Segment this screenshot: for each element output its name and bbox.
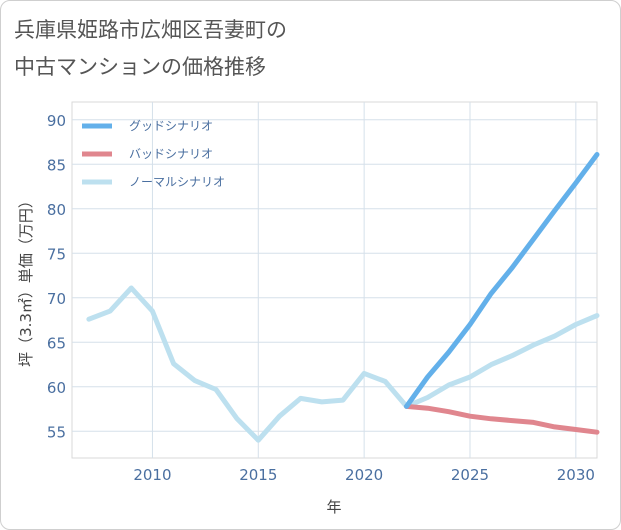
y-tick-label: 80 (47, 201, 66, 219)
y-tick-label: 75 (47, 245, 66, 263)
x-axis-ticks: 2010 2015 2020 2025 2030 (133, 466, 595, 484)
legend-label: バッドシナリオ (129, 147, 213, 161)
series-line-1 (404, 403, 600, 435)
gridlines (72, 102, 597, 458)
chart-title-line-1: 兵庫県姫路市広畑区吾妻町の (14, 18, 287, 42)
y-tick-label: 70 (47, 290, 66, 308)
x-tick-label: 2010 (133, 466, 171, 484)
series-line-2 (86, 285, 600, 443)
x-tick-label: 2015 (239, 466, 277, 484)
x-tick-label: 2020 (345, 466, 383, 484)
series-lines (86, 152, 600, 443)
y-tick-label: 55 (47, 423, 66, 441)
chart-title: 兵庫県姫路市広畑区吾妻町の 中古マンションの価格推移 (14, 12, 287, 86)
legend-label: グッドシナリオ (129, 119, 213, 133)
y-tick-label: 60 (47, 379, 66, 397)
legend-label: ノーマルシナリオ (129, 175, 225, 189)
x-axis-label: 年 (326, 498, 341, 516)
chart-title-line-2: 中古マンションの価格推移 (14, 55, 266, 79)
series-line-0 (404, 152, 600, 409)
y-tick-label: 90 (47, 112, 66, 130)
y-tick-label: 85 (47, 156, 66, 174)
x-tick-label: 2030 (557, 466, 595, 484)
y-axis-label: 坪（3.3㎡）単価（万円） (17, 193, 35, 367)
x-tick-label: 2025 (451, 466, 489, 484)
y-axis-ticks: 55 60 65 70 75 80 85 90 (47, 112, 66, 441)
y-tick-label: 65 (47, 334, 66, 352)
